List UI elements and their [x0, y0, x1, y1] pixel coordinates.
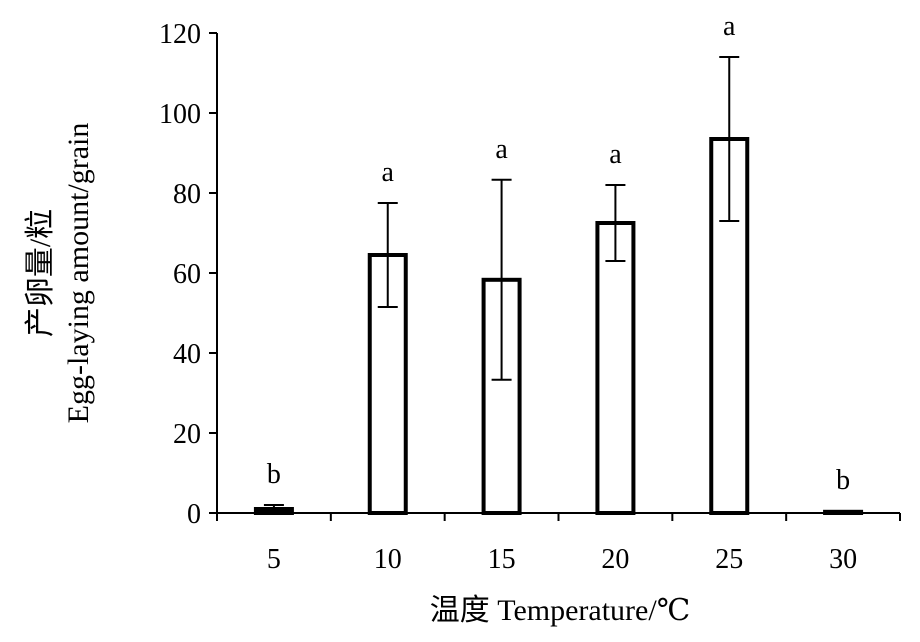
- y-tick-label: 100: [159, 99, 201, 130]
- x-axis: 5 10 15 20 25 30: [216, 513, 901, 575]
- significance-label: a: [609, 139, 622, 170]
- y-axis-label-chinese: 产卵量/粒: [24, 209, 57, 337]
- x-tick-label: 25: [715, 544, 743, 575]
- x-tick-label: 30: [829, 544, 857, 575]
- y-tick-label: 120: [159, 19, 201, 50]
- significance-label: b: [267, 459, 281, 490]
- significance-label: b: [836, 465, 850, 496]
- y-axis-ticks: 0 20 40 60 80 100 120: [159, 19, 217, 530]
- x-tick-label: 15: [488, 544, 516, 575]
- significance-label: a: [723, 11, 736, 42]
- bars: b a a a a b: [253, 11, 864, 515]
- y-tick-label: 0: [187, 499, 201, 530]
- x-tick-label: 10: [374, 544, 402, 575]
- bar: [595, 221, 636, 515]
- x-tick-label: 5: [267, 544, 281, 575]
- significance-label: a: [382, 157, 395, 188]
- y-tick-label: 80: [173, 179, 201, 210]
- y-tick-label: 60: [173, 259, 201, 290]
- y-axis-label: 产卵量/粒 Egg-laying amount/grain: [24, 123, 95, 424]
- x-axis-label: 温度 Temperature/℃: [430, 594, 691, 627]
- x-tick-label: 20: [601, 544, 629, 575]
- y-tick-label: 40: [173, 339, 201, 370]
- y-tick-label: 20: [173, 419, 201, 450]
- y-axis-label-english: Egg-laying amount/grain: [62, 123, 95, 424]
- significance-label: a: [495, 134, 508, 165]
